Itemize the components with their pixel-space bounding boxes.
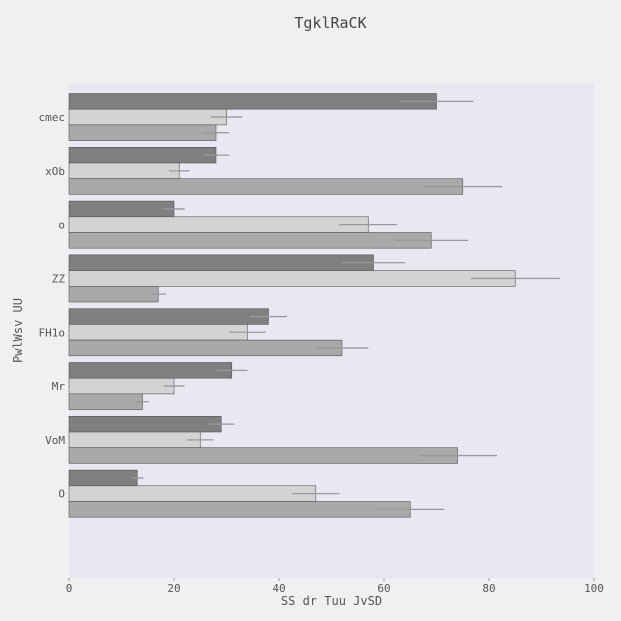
y-tick-label: cmec [39,111,66,124]
bar-mr-s3 [68,393,143,410]
y-tick-label: o [58,219,65,232]
bar-vom-s2 [68,431,201,448]
y-tick-label: FH1o [39,326,66,339]
x-tick-label: 20 [167,582,180,595]
y-tick-label: VoM [45,434,65,447]
bar-mr-s2 [68,377,175,395]
y-tick-label: Mr [52,380,66,393]
x-tick-label: 80 [482,582,495,595]
error-bars-layer [130,100,560,511]
bar-fh1o-s2 [68,324,248,341]
chart-title: TgklRaCK [294,14,366,32]
bar-o-s2 [68,485,317,502]
x-tick-label: 60 [377,582,390,595]
x-tick-label: 40 [272,582,285,595]
bar-cmec-s2 [68,108,227,126]
bar-cmec-s1 [68,93,437,110]
bar-cmec-s3 [68,124,217,141]
bar-o-s3 [68,232,432,249]
y-axis-label: PwlWsv UU [11,298,25,363]
bar-zz-s3 [68,285,159,303]
bar-mr-s1 [68,362,233,379]
bars-layer [68,93,516,518]
bar-xob-s2 [68,162,180,179]
bar-o-s1 [68,469,138,487]
bar-xob-s3 [68,178,464,195]
y-axis-ticks: cmec xOb o ZZ FH1o Mr VoM O [39,111,66,501]
x-axis-label: SS dr Tuu JvSD [281,594,382,608]
bar-o-s1 [68,200,175,218]
bar-o-s2 [68,216,369,233]
bar-xob-s1 [68,147,217,164]
x-tick-label: 0 [66,582,73,595]
bar-vom-s1 [68,415,222,433]
bar-vom-s3 [68,447,458,464]
bar-zz-s2 [68,270,516,287]
y-tick-label: ZZ [52,272,66,285]
x-tick-label: 100 [584,582,604,595]
y-tick-label: O [58,488,65,501]
bar-o-s3 [68,501,411,518]
bar-fh1o-s1 [68,308,269,325]
x-axis-ticks: 0 20 40 60 80 100 [66,578,604,595]
y-tick-label: xOb [45,165,65,178]
bar-fh1o-s3 [68,339,343,357]
bar-zz-s1 [68,254,374,271]
